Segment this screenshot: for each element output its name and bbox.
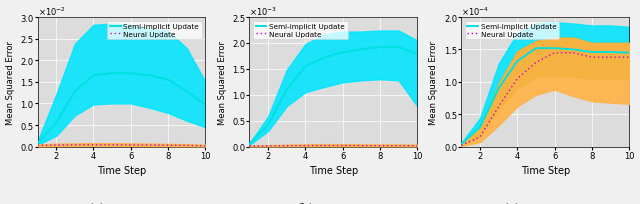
Legend: Semi-implicit Update, Neural Update: Semi-implicit Update, Neural Update [108,22,202,40]
Semi-implicit Update [358,49,365,51]
Semi-implicit Update [283,89,291,91]
Neural Update [90,144,97,146]
Neural Update [202,145,209,147]
Neural Update [127,144,134,146]
Semi-implicit Update [588,52,596,54]
Neural Update [513,78,521,80]
Neural Update [476,136,484,139]
Neural Update [413,145,421,147]
Neural Update [532,62,540,64]
Y-axis label: Mean Squared Error: Mean Squared Error [218,41,227,124]
Semi-implicit Update [570,49,577,51]
Neural Update [283,145,291,147]
Line: Neural Update: Neural Update [461,53,629,145]
Neural Update [34,144,42,147]
X-axis label: Time Step: Time Step [97,165,146,175]
Semi-implicit Update [202,104,209,106]
Semi-implicit Update [339,52,346,54]
Neural Update [145,144,153,146]
Legend: Semi-implicit Update, Neural Update: Semi-implicit Update, Neural Update [465,22,559,40]
Neural Update [358,145,365,147]
Semi-implicit Update [625,52,633,55]
Text: (a) $\theta = 0.75$: (a) $\theta = 0.75$ [88,201,156,204]
Semi-implicit Update [108,73,116,75]
Semi-implicit Update [90,75,97,77]
Semi-implicit Update [607,52,614,54]
Semi-implicit Update [458,143,465,146]
Neural Update [551,52,559,55]
Semi-implicit Update [52,122,60,124]
Neural Update [570,52,577,55]
Neural Update [376,145,384,147]
Semi-implicit Update [513,61,521,63]
Neural Update [301,145,309,147]
Neural Update [246,145,253,147]
Semi-implicit Update [476,126,484,129]
Semi-implicit Update [183,91,191,93]
Semi-implicit Update [376,47,384,49]
Semi-implicit Update [246,143,253,145]
Text: $\times 10^{-4}$: $\times 10^{-4}$ [461,6,490,18]
Line: Semi-implicit Update: Semi-implicit Update [38,74,205,143]
Text: $\times 10^{-2}$: $\times 10^{-2}$ [38,6,65,18]
Semi-implicit Update [551,48,559,50]
Line: Semi-implicit Update: Semi-implicit Update [461,49,629,144]
Neural Update [588,57,596,59]
Y-axis label: Mean Squared Error: Mean Squared Error [6,41,15,124]
Semi-implicit Update [320,57,328,59]
Text: $\times 10^{-3}$: $\times 10^{-3}$ [250,6,277,18]
Y-axis label: Mean Squared Error: Mean Squared Error [429,41,438,124]
Semi-implicit Update [495,88,502,90]
Line: Neural Update: Neural Update [38,145,205,146]
Semi-implicit Update [264,124,272,126]
Neural Update [264,145,272,147]
X-axis label: Time Step: Time Step [308,165,358,175]
Neural Update [395,145,403,147]
Neural Update [164,144,172,147]
Neural Update [320,145,328,147]
Neural Update [183,144,191,147]
Legend: Semi-implicit Update, Neural Update: Semi-implicit Update, Neural Update [253,22,348,40]
Text: (b) $\Delta t = 0.12$: (b) $\Delta t = 0.12$ [296,201,371,204]
Neural Update [607,57,614,59]
Neural Update [495,106,502,108]
Semi-implicit Update [127,73,134,75]
Text: (c) $\Delta x = 0.049$: (c) $\Delta x = 0.049$ [504,201,587,204]
Neural Update [52,144,60,147]
Semi-implicit Update [71,91,79,93]
X-axis label: Time Step: Time Step [520,165,570,175]
Semi-implicit Update [532,48,540,50]
Semi-implicit Update [413,54,421,56]
Neural Update [339,145,346,147]
Semi-implicit Update [34,142,42,145]
Line: Semi-implicit Update: Semi-implicit Update [250,48,417,144]
Semi-implicit Update [301,66,309,68]
Neural Update [108,144,116,146]
Semi-implicit Update [145,75,153,77]
Semi-implicit Update [395,47,403,49]
Semi-implicit Update [164,79,172,81]
Neural Update [625,57,633,59]
Neural Update [458,144,465,147]
Neural Update [71,144,79,146]
